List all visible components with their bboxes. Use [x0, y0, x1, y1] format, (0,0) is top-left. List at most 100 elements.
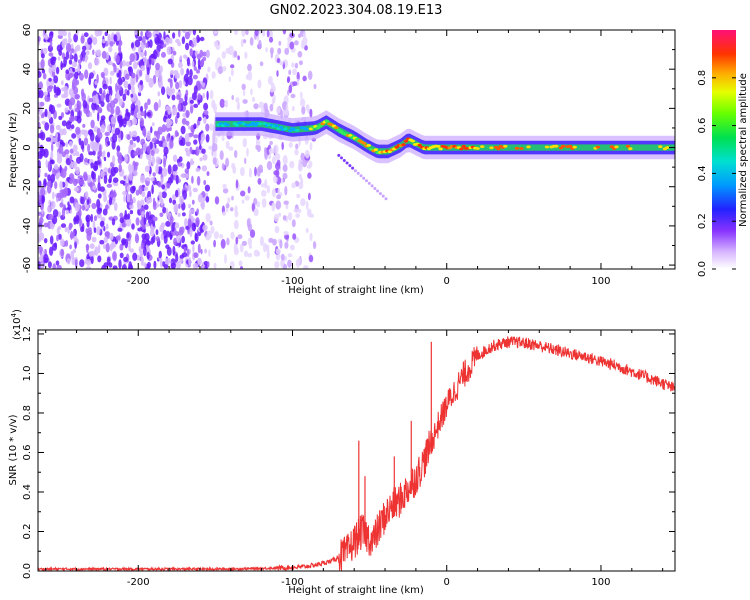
- noise-mark: [300, 98, 306, 107]
- noise-mark: [159, 212, 164, 218]
- noise-mark: [105, 223, 109, 230]
- noise-mark: [69, 196, 75, 204]
- noise-mark: [203, 179, 207, 186]
- noise-mark: [125, 61, 130, 67]
- noise-mark: [140, 242, 144, 250]
- noise-mark: [259, 61, 264, 67]
- colorbar-tick-label: 0.4: [697, 165, 708, 181]
- noise-mark: [131, 85, 135, 95]
- noise-mark: [210, 225, 215, 234]
- noise-mark: [126, 232, 130, 239]
- noise-mark: [152, 216, 158, 222]
- noise-mark: [155, 203, 160, 208]
- signal-peak-mark: [526, 145, 531, 149]
- noise-mark: [219, 150, 224, 161]
- noise-mark: [237, 55, 240, 61]
- noise-mark: [85, 266, 92, 269]
- noise-mark: [81, 223, 85, 232]
- noise-mark: [88, 251, 94, 257]
- signal-tail-mark: [351, 166, 355, 170]
- noise-mark: [129, 198, 134, 206]
- noise-mark: [83, 137, 89, 146]
- noise-mark: [70, 250, 75, 259]
- noise-mark: [123, 175, 126, 180]
- noise-mark: [141, 211, 145, 218]
- noise-mark: [77, 208, 82, 218]
- noise-mark: [192, 244, 195, 253]
- spectrogram-frame: [37, 29, 676, 270]
- noise-mark: [49, 40, 53, 48]
- noise-mark: [139, 175, 146, 184]
- noise-mark: [201, 165, 208, 172]
- signal-peak-mark: [658, 145, 663, 149]
- signal-tail-mark: [362, 176, 366, 180]
- noise-mark: [76, 238, 79, 245]
- noise-mark: [266, 30, 270, 38]
- noise-mark: [87, 95, 91, 105]
- noise-mark: [79, 153, 84, 163]
- noise-mark: [283, 200, 289, 205]
- signal-peak-mark: [288, 129, 293, 133]
- noise-mark: [233, 50, 238, 58]
- noise-mark: [107, 61, 114, 66]
- noise-mark: [233, 242, 238, 253]
- noise-mark: [103, 236, 108, 243]
- x-tick-label: 0: [444, 276, 450, 287]
- noise-mark: [55, 66, 60, 75]
- noise-mark: [180, 125, 186, 135]
- noise-mark: [43, 238, 48, 244]
- noise-mark: [96, 73, 99, 84]
- noise-mark: [79, 217, 82, 227]
- noise-mark: [266, 249, 270, 259]
- noise-mark: [47, 160, 51, 171]
- noise-mark: [49, 104, 56, 115]
- snr-series-line: [38, 336, 675, 571]
- noise-mark: [159, 258, 163, 268]
- noise-mark: [89, 243, 95, 250]
- noise-mark: [216, 57, 222, 64]
- noise-mark: [194, 232, 197, 242]
- noise-mark: [126, 89, 130, 96]
- noise-mark: [282, 172, 288, 180]
- noise-mark: [178, 30, 181, 38]
- noise-mark: [200, 58, 205, 66]
- noise-mark: [135, 217, 140, 226]
- noise-mark: [235, 236, 239, 245]
- noise-mark: [145, 72, 150, 83]
- noise-mark: [139, 80, 143, 85]
- noise-mark: [239, 265, 244, 269]
- noise-mark: [144, 102, 148, 110]
- noise-mark: [193, 134, 199, 139]
- noise-mark: [168, 257, 171, 264]
- noise-mark: [63, 38, 68, 45]
- noise-mark: [300, 91, 303, 100]
- noise-mark: [56, 155, 63, 164]
- noise-mark: [124, 239, 129, 249]
- noise-mark: [109, 94, 112, 102]
- noise-mark: [128, 242, 131, 252]
- noise-mark: [52, 209, 59, 218]
- noise-mark: [230, 68, 234, 77]
- noise-mark: [202, 92, 206, 99]
- noise-mark: [56, 264, 62, 269]
- noise-mark: [151, 155, 155, 165]
- noise-mark: [206, 90, 209, 101]
- noise-mark: [180, 67, 185, 76]
- noise-mark: [178, 230, 184, 236]
- noise-mark: [257, 79, 262, 89]
- noise-mark: [165, 106, 170, 111]
- noise-mark: [197, 93, 202, 101]
- noise-mark: [141, 233, 147, 240]
- noise-mark: [276, 159, 281, 167]
- noise-mark: [163, 264, 169, 269]
- noise-mark: [152, 122, 155, 127]
- noise-mark: [292, 233, 297, 240]
- noise-mark: [97, 175, 101, 185]
- noise-mark: [213, 231, 219, 240]
- noise-mark: [131, 72, 135, 78]
- noise-mark: [195, 217, 200, 227]
- noise-mark: [213, 262, 217, 269]
- svg-text:(x104): (x104): [10, 309, 23, 340]
- noise-mark: [309, 232, 313, 242]
- noise-mark: [118, 163, 122, 173]
